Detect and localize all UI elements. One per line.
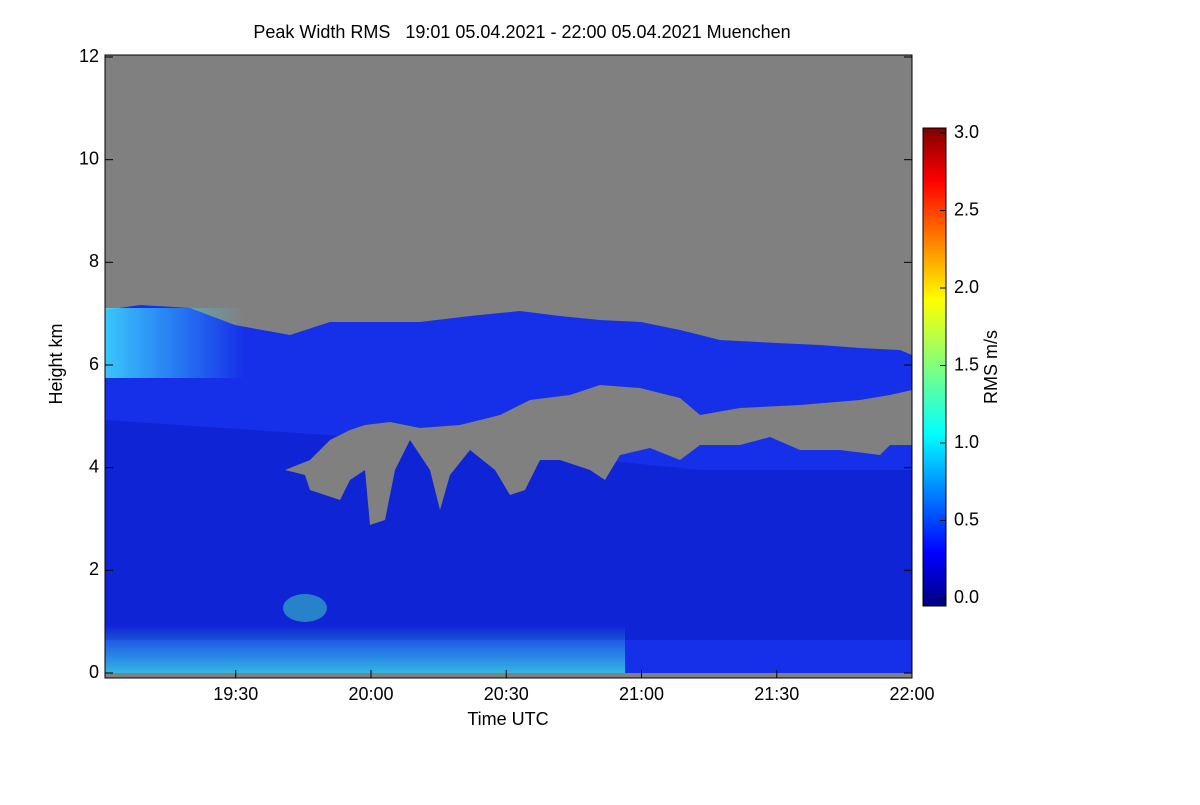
colorbar-tick-label: 2.5 (954, 199, 979, 219)
y-tick-label: 2 (89, 559, 99, 579)
high-rms-patch (283, 594, 327, 622)
y-axis-label: Height km (46, 323, 66, 404)
x-tick-label: 20:30 (484, 684, 529, 704)
x-tick-label: 19:30 (213, 684, 258, 704)
colorbar-tick-label: 1.5 (954, 354, 979, 374)
high-rms-patch (105, 308, 245, 378)
chart-title: Peak Width RMS 19:01 05.04.2021 - 22:00 … (253, 22, 790, 42)
y-tick-label: 6 (89, 354, 99, 374)
colorbar-tick-label: 3.0 (954, 122, 979, 142)
y-tick-label: 8 (89, 251, 99, 271)
high-rms-patch (105, 625, 625, 673)
colorbar-tick-label: 2.0 (954, 277, 979, 297)
x-axis-label: Time UTC (467, 709, 548, 729)
y-tick-label: 0 (89, 662, 99, 682)
y-tick-label: 10 (79, 148, 99, 168)
x-tick-label: 22:00 (889, 684, 934, 704)
y-tick-label: 4 (89, 456, 99, 476)
y-tick-label: 12 (79, 46, 99, 66)
colorbar-tick-label: 1.0 (954, 432, 979, 452)
x-tick-label: 20:00 (348, 684, 393, 704)
x-tick-label: 21:30 (754, 684, 799, 704)
colorbar-label: RMS m/s (981, 330, 1001, 404)
plot-frame (104, 54, 913, 679)
no-data-gap (285, 385, 912, 525)
colorbar-tick-label: 0.5 (954, 509, 979, 529)
colorbar (922, 127, 947, 607)
colorbar-tick-label: 0.0 (954, 587, 979, 607)
x-tick-label: 21:00 (619, 684, 664, 704)
data-field (105, 55, 912, 678)
